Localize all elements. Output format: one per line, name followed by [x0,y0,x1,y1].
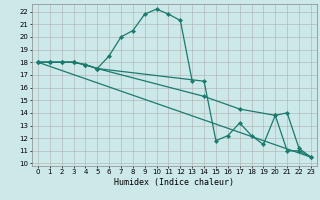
X-axis label: Humidex (Indice chaleur): Humidex (Indice chaleur) [115,178,234,187]
